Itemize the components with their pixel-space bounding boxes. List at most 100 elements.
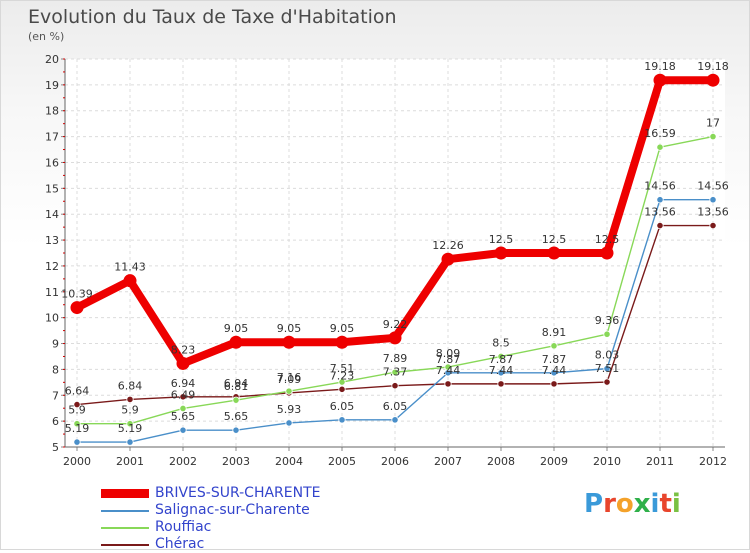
data-label-1: 14.56 xyxy=(644,180,676,193)
legend-label-salignac: Salignac-sur-Charente xyxy=(155,502,310,518)
data-label-2: 7.16 xyxy=(277,371,302,384)
data-point-3 xyxy=(550,380,558,388)
data-point-0 xyxy=(282,335,296,349)
x-tick-label: 2011 xyxy=(646,455,674,468)
legend-swatch-rouffiac xyxy=(101,527,149,529)
data-label-3: 7.44 xyxy=(436,364,461,377)
data-label-2: 5.9 xyxy=(121,404,139,417)
data-point-3 xyxy=(338,385,346,393)
data-label-2: 6.81 xyxy=(224,380,249,393)
data-label-3: 13.56 xyxy=(644,206,676,219)
x-tick-label: 2001 xyxy=(116,455,144,468)
logo-letter: o xyxy=(615,489,634,519)
x-tick-label: 2003 xyxy=(222,455,250,468)
data-label-0: 9.05 xyxy=(224,322,249,335)
y-tick-label: 19 xyxy=(45,79,59,92)
data-point-1 xyxy=(126,438,134,446)
x-tick-label: 2007 xyxy=(434,455,462,468)
data-label-1: 5.65 xyxy=(224,410,249,423)
data-point-0 xyxy=(388,331,402,345)
data-point-0 xyxy=(706,73,720,87)
y-tick-label: 16 xyxy=(45,156,59,169)
data-label-0: 11.43 xyxy=(114,261,146,274)
x-tick-label: 2009 xyxy=(540,455,568,468)
data-point-0 xyxy=(335,335,349,349)
data-point-2 xyxy=(73,420,81,428)
chart-title: Evolution du Taux de Taxe d'Habitation xyxy=(28,6,397,28)
y-tick-label: 6 xyxy=(52,415,59,428)
data-point-2 xyxy=(338,378,346,386)
data-label-1: 7.87 xyxy=(489,353,514,366)
data-label-0: 9.05 xyxy=(330,322,355,335)
proxiti-logo: Proxiti xyxy=(584,489,681,519)
data-label-2: 6.49 xyxy=(171,388,196,401)
data-point-1 xyxy=(391,416,399,424)
data-point-3 xyxy=(603,378,611,386)
y-tick-label: 8 xyxy=(52,363,59,376)
legend-swatch-brives xyxy=(101,489,149,498)
data-point-3 xyxy=(126,395,134,404)
data-point-0 xyxy=(441,252,455,266)
logo-letter: i xyxy=(671,489,681,519)
data-point-1 xyxy=(497,369,505,377)
x-tick-label: 2008 xyxy=(487,455,515,468)
data-point-0 xyxy=(547,246,561,260)
data-label-2: 9.36 xyxy=(595,314,620,327)
data-point-1 xyxy=(232,426,240,434)
data-label-3: 7.51 xyxy=(595,362,620,375)
data-label-2: 8.5 xyxy=(492,336,510,349)
data-label-3: 7.44 xyxy=(489,364,514,377)
y-tick-label: 20 xyxy=(45,53,59,66)
chart-subtitle: (en %) xyxy=(28,30,65,43)
data-point-2 xyxy=(232,396,240,404)
data-point-2 xyxy=(444,363,452,371)
data-point-2 xyxy=(603,330,611,338)
data-label-0: 10.39 xyxy=(61,288,93,301)
y-tick-label: 11 xyxy=(45,286,59,299)
data-label-1: 7.87 xyxy=(436,353,461,366)
y-tick-label: 14 xyxy=(45,208,59,221)
data-label-0: 9.05 xyxy=(277,322,302,335)
logo-letter: r xyxy=(603,489,616,519)
y-tick-label: 5 xyxy=(52,441,59,454)
data-point-1 xyxy=(338,416,346,424)
data-point-0 xyxy=(229,335,243,349)
data-point-3 xyxy=(391,382,399,390)
legend-swatch-cherac xyxy=(101,544,149,546)
data-label-3: 7.23 xyxy=(330,369,355,382)
logo-letter: i xyxy=(650,489,660,519)
data-label-1: 6.05 xyxy=(330,400,355,413)
legend-label-rouffiac: Rouffiac xyxy=(155,519,212,535)
data-label-1: 7.87 xyxy=(542,353,567,366)
data-label-3: 6.84 xyxy=(118,379,143,392)
y-tick-label: 9 xyxy=(52,338,59,351)
x-tick-label: 2000 xyxy=(63,455,91,468)
data-point-0 xyxy=(123,274,137,288)
data-label-0: 12.5 xyxy=(489,233,514,246)
data-point-1 xyxy=(709,196,717,204)
legend-swatch-salignac xyxy=(101,510,149,512)
data-point-1 xyxy=(656,196,664,204)
data-label-3: 6.64 xyxy=(65,385,90,398)
data-label-1: 5.19 xyxy=(65,422,90,435)
logo-letter: t xyxy=(659,489,672,519)
data-point-0 xyxy=(494,246,508,260)
x-tick-label: 2005 xyxy=(328,455,356,468)
data-label-2: 5.9 xyxy=(68,404,86,417)
data-label-3: 6.94 xyxy=(224,377,249,390)
data-label-2: 8.91 xyxy=(542,326,567,339)
data-point-1 xyxy=(550,369,558,377)
data-point-1 xyxy=(179,426,187,434)
data-label-0: 12.5 xyxy=(542,233,567,246)
data-point-1 xyxy=(603,365,611,373)
data-point-0 xyxy=(653,73,667,87)
data-point-3 xyxy=(444,380,452,388)
data-point-2 xyxy=(497,352,505,361)
data-point-0 xyxy=(70,301,84,315)
data-label-0: 12.26 xyxy=(432,239,464,252)
data-point-1 xyxy=(73,438,81,446)
logo-letter: x xyxy=(633,489,651,519)
data-point-2 xyxy=(391,368,399,376)
data-label-3: 7.09 xyxy=(277,373,302,386)
